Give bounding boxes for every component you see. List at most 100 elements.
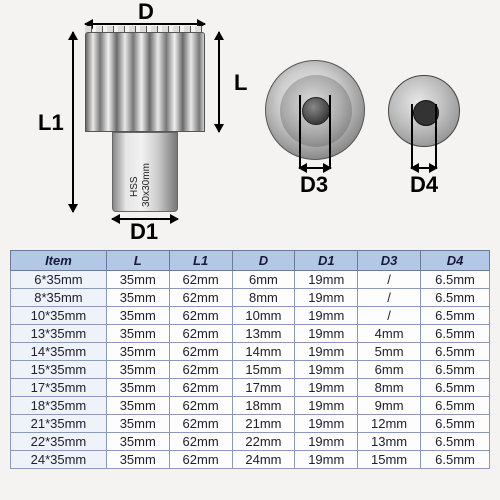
table-cell: 62mm <box>169 361 232 379</box>
table-cell: 13*35mm <box>11 325 107 343</box>
dim-label-D4: D4 <box>410 172 438 198</box>
table-cell: 62mm <box>169 379 232 397</box>
table-cell: 15mm <box>358 451 421 469</box>
col-D1: D1 <box>295 251 358 271</box>
table-cell: 35mm <box>106 361 169 379</box>
table-cell: 17*35mm <box>11 379 107 397</box>
table-row: 13*35mm35mm62mm13mm19mm4mm6.5mm <box>11 325 490 343</box>
table-cell: 19mm <box>295 397 358 415</box>
table-cell: 8mm <box>358 379 421 397</box>
dim-line-D <box>85 23 205 25</box>
col-D: D <box>232 251 295 271</box>
table-cell: 14*35mm <box>11 343 107 361</box>
table-row: 24*35mm35mm62mm24mm19mm15mm6.5mm <box>11 451 490 469</box>
table-cell: 62mm <box>169 343 232 361</box>
table-cell: 8*35mm <box>11 289 107 307</box>
dim-label-D3: D3 <box>300 172 328 198</box>
dim-label-D1: D1 <box>130 219 158 245</box>
dim-line-D3 <box>299 167 331 169</box>
table-cell: 14mm <box>232 343 295 361</box>
table-cell: 62mm <box>169 307 232 325</box>
table-cell: 19mm <box>295 307 358 325</box>
dim-line-D1 <box>112 218 178 220</box>
col-D3: D3 <box>358 251 421 271</box>
table-cell: 22*35mm <box>11 433 107 451</box>
table-cell: 6.5mm <box>421 397 490 415</box>
table-cell: 9mm <box>358 397 421 415</box>
table-cell: 62mm <box>169 451 232 469</box>
table-cell: 35mm <box>106 451 169 469</box>
table-cell: 6.5mm <box>421 307 490 325</box>
drill-top-hole <box>302 97 330 125</box>
table-cell: 4mm <box>358 325 421 343</box>
table-cell: 19mm <box>295 325 358 343</box>
drill-top-view <box>265 60 365 160</box>
table-row: 17*35mm35mm62mm17mm19mm8mm6.5mm <box>11 379 490 397</box>
dim-ext-D4-l <box>411 104 413 169</box>
table-row: 14*35mm35mm62mm14mm19mm5mm6.5mm <box>11 343 490 361</box>
table-cell: 17mm <box>232 379 295 397</box>
table-cell: 19mm <box>295 433 358 451</box>
table-cell: 5mm <box>358 343 421 361</box>
shank-marking-2: 30x30mm <box>141 163 152 207</box>
table-cell: 19mm <box>295 451 358 469</box>
table-cell: 62mm <box>169 325 232 343</box>
dim-ext-D3-l <box>299 95 301 169</box>
table-cell: 35mm <box>106 271 169 289</box>
table-cell: 35mm <box>106 343 169 361</box>
table-row: 18*35mm35mm62mm18mm19mm9mm6.5mm <box>11 397 490 415</box>
diagram-area: D HSS 30x30mm L L1 D1 D3 D4 <box>0 0 500 240</box>
table-cell: 6.5mm <box>421 433 490 451</box>
col-D4: D4 <box>421 251 490 271</box>
spec-table-body: 6*35mm35mm62mm6mm19mm/6.5mm8*35mm35mm62m… <box>11 271 490 469</box>
table-cell: 6.5mm <box>421 289 490 307</box>
shank-marking-1: HSS <box>129 176 140 197</box>
table-cell: 21mm <box>232 415 295 433</box>
table-cell: 6.5mm <box>421 415 490 433</box>
spec-table-header-row: Item L L1 D D1 D3 D4 <box>11 251 490 271</box>
table-cell: 62mm <box>169 289 232 307</box>
table-row: 15*35mm35mm62mm15mm19mm6mm6.5mm <box>11 361 490 379</box>
table-cell: 6*35mm <box>11 271 107 289</box>
table-cell: 13mm <box>232 325 295 343</box>
table-cell: 6.5mm <box>421 325 490 343</box>
table-cell: 19mm <box>295 415 358 433</box>
table-cell: 6mm <box>358 361 421 379</box>
table-cell: 62mm <box>169 271 232 289</box>
table-cell: 10*35mm <box>11 307 107 325</box>
table-cell: 19mm <box>295 379 358 397</box>
table-cell: 15*35mm <box>11 361 107 379</box>
dim-label-D: D <box>138 0 154 25</box>
table-cell: 62mm <box>169 397 232 415</box>
table-cell: 22mm <box>232 433 295 451</box>
table-cell: 62mm <box>169 433 232 451</box>
dim-label-L1: L1 <box>38 110 64 136</box>
table-cell: 35mm <box>106 307 169 325</box>
table-cell: / <box>358 271 421 289</box>
dim-line-D4 <box>411 167 437 169</box>
spec-table-head: Item L L1 D D1 D3 D4 <box>11 251 490 271</box>
table-cell: 19mm <box>295 289 358 307</box>
table-cell: 10mm <box>232 307 295 325</box>
col-item: Item <box>11 251 107 271</box>
table-cell: 19mm <box>295 343 358 361</box>
drill-cutter-body <box>85 32 205 132</box>
table-cell: / <box>358 289 421 307</box>
table-row: 6*35mm35mm62mm6mm19mm/6.5mm <box>11 271 490 289</box>
drill-shank: HSS 30x30mm <box>112 132 178 212</box>
table-cell: 21*35mm <box>11 415 107 433</box>
table-cell: 19mm <box>295 271 358 289</box>
table-cell: 35mm <box>106 397 169 415</box>
table-cell: 12mm <box>358 415 421 433</box>
spec-table: Item L L1 D D1 D3 D4 6*35mm35mm62mm6mm19… <box>10 250 490 469</box>
table-cell: 62mm <box>169 415 232 433</box>
table-cell: 35mm <box>106 433 169 451</box>
table-cell: 24*35mm <box>11 451 107 469</box>
table-row: 10*35mm35mm62mm10mm19mm/6.5mm <box>11 307 490 325</box>
table-cell: 6.5mm <box>421 451 490 469</box>
dim-ext-D3-r <box>329 95 331 169</box>
table-row: 22*35mm35mm62mm22mm19mm13mm6.5mm <box>11 433 490 451</box>
table-cell: 35mm <box>106 379 169 397</box>
table-cell: 24mm <box>232 451 295 469</box>
table-cell: 35mm <box>106 289 169 307</box>
